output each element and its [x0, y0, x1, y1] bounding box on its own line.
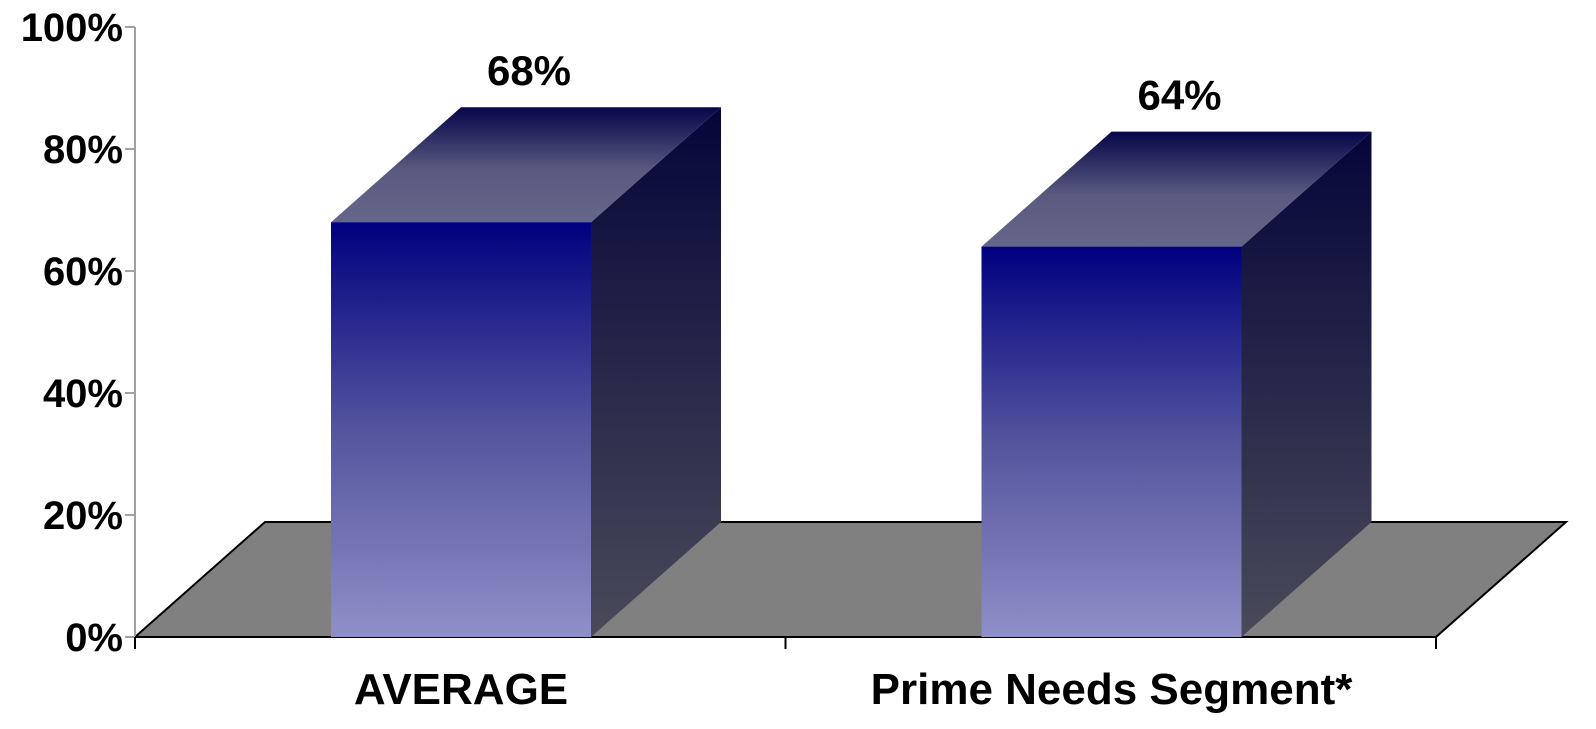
y-tick-label: 80% [43, 128, 123, 172]
bar-top-face [331, 107, 721, 223]
y-tick-label: 100% [21, 6, 123, 50]
bar-side-face [1241, 131, 1372, 637]
y-tick-label: 60% [43, 250, 123, 294]
chart-axes: 0% 20% 40% 60% 80% 100% [21, 6, 1437, 660]
chart-bars [331, 107, 1372, 637]
data-label: 68% [487, 47, 571, 94]
bar-1 [331, 107, 721, 637]
y-tick-label: 0% [65, 616, 123, 660]
y-tick-label: 20% [43, 494, 123, 538]
data-label: 64% [1137, 72, 1221, 119]
bar-side-face [591, 107, 721, 637]
bar-2 [981, 131, 1372, 637]
y-tick-label: 40% [43, 372, 123, 416]
x-category-label: Prime Needs Segment* [871, 665, 1354, 714]
x-category-label: AVERAGE [354, 665, 568, 714]
bar-top-face [981, 131, 1372, 247]
bar-front-face [981, 246, 1242, 637]
chart-labels: 68% AVERAGE 64% Prime Needs Segment* [354, 47, 1353, 714]
bar-front-face [331, 222, 591, 637]
